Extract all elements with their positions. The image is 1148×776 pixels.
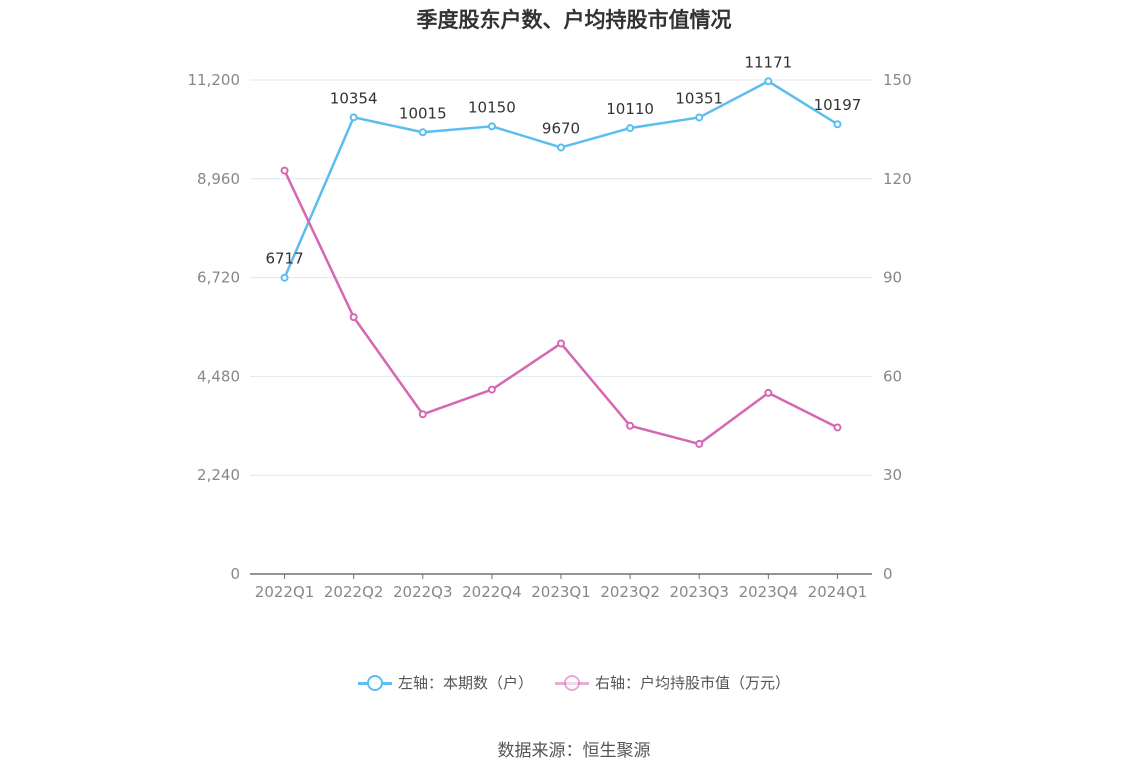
data-point-0 [349,113,358,122]
right-tick-label: 150 [883,71,912,89]
x-tick-label: 2022Q4 [462,583,522,601]
data-label: 6717 [265,250,303,268]
chart-title: 季度股东户数、户均持股市值情况 [416,8,732,32]
data-point-0 [487,122,496,131]
data-point-1 [695,439,704,448]
left-axis-ticks: 0 2,240 4,480 6,720 8,960 11,200 [188,71,241,583]
data-point-0 [280,273,289,282]
data-point-1 [418,410,427,419]
x-tick-label: 2023Q4 [739,583,799,601]
x-tick-label: 2023Q2 [600,583,660,601]
data-label: 9670 [542,119,580,137]
data-point-1 [487,385,496,394]
left-tick-label: 2,240 [197,466,240,484]
data-point-1 [764,388,773,397]
legend: 左轴：本期数（户） 右轴：户均持股市值（万元） [0,672,1148,693]
data-label: 10351 [675,89,723,107]
left-tick-label: 6,720 [197,269,240,287]
right-tick-label: 120 [883,170,912,188]
grid-lines [250,79,872,476]
x-axis: 2022Q1 2022Q2 2022Q3 2022Q4 2023Q1 2023Q2 2023… [250,573,872,601]
data-point-0 [764,77,773,86]
data-label: 11171 [744,53,792,71]
right-tick-label: 90 [883,269,902,287]
data-label: 10110 [606,100,654,118]
data-point-1 [557,339,565,348]
right-axis-ticks: 0 30 60 90 120 150 [883,71,912,583]
x-tick-label: 2022Q3 [393,583,453,601]
series-layer: 6717 10354 10015 10150 9670 10110 10351 11171 10… [265,53,862,448]
right-tick-label: 60 [883,367,902,385]
data-label: 10150 [468,98,516,116]
data-point-0 [626,124,635,133]
data-point-1 [626,421,635,430]
legend-households-marker [357,674,392,692]
data-point-0 [418,128,427,137]
right-tick-label: 0 [883,565,893,583]
series-line-1 [283,170,839,446]
data-point-1 [833,423,842,432]
data-label: 10197 [814,96,862,114]
data-point-1 [280,166,289,175]
data-source: 数据来源：恒生聚源 [497,741,651,761]
data-point-1 [349,313,358,322]
right-tick-label: 30 [883,466,902,484]
x-tick-label: 2024Q1 [808,583,868,601]
left-tick-label: 4,480 [197,367,240,385]
x-tick-label: 2023Q3 [669,583,729,601]
legend-item-households[interactable]: 左轴：本期数（户） [357,672,533,693]
chart-canvas: 0 2,240 4,480 6,720 8,960 11,200 0 30 60 90 120 15… [188,53,912,601]
left-tick-label: 0 [230,565,240,583]
legend-avg-value-marker [555,674,589,692]
data-point-0 [695,113,704,122]
x-tick-label: 2022Q1 [255,583,315,601]
data-label: 10015 [399,104,447,122]
left-tick-label: 8,960 [197,170,240,188]
x-tick-label: 2023Q1 [531,583,591,601]
x-tick-label: 2022Q2 [324,583,384,601]
data-label: 10354 [330,89,378,107]
data-point-0 [557,143,565,152]
legend-item-avg-value[interactable]: 右轴：户均持股市值（万元） [555,672,790,693]
data-point-0 [833,120,842,129]
legend-avg-value-label: 右轴：户均持股市值（万元） [595,674,791,692]
series-line-0 [283,80,839,279]
legend-households-label: 左轴：本期数（户） [397,674,533,692]
left-tick-label: 11,200 [188,71,241,89]
